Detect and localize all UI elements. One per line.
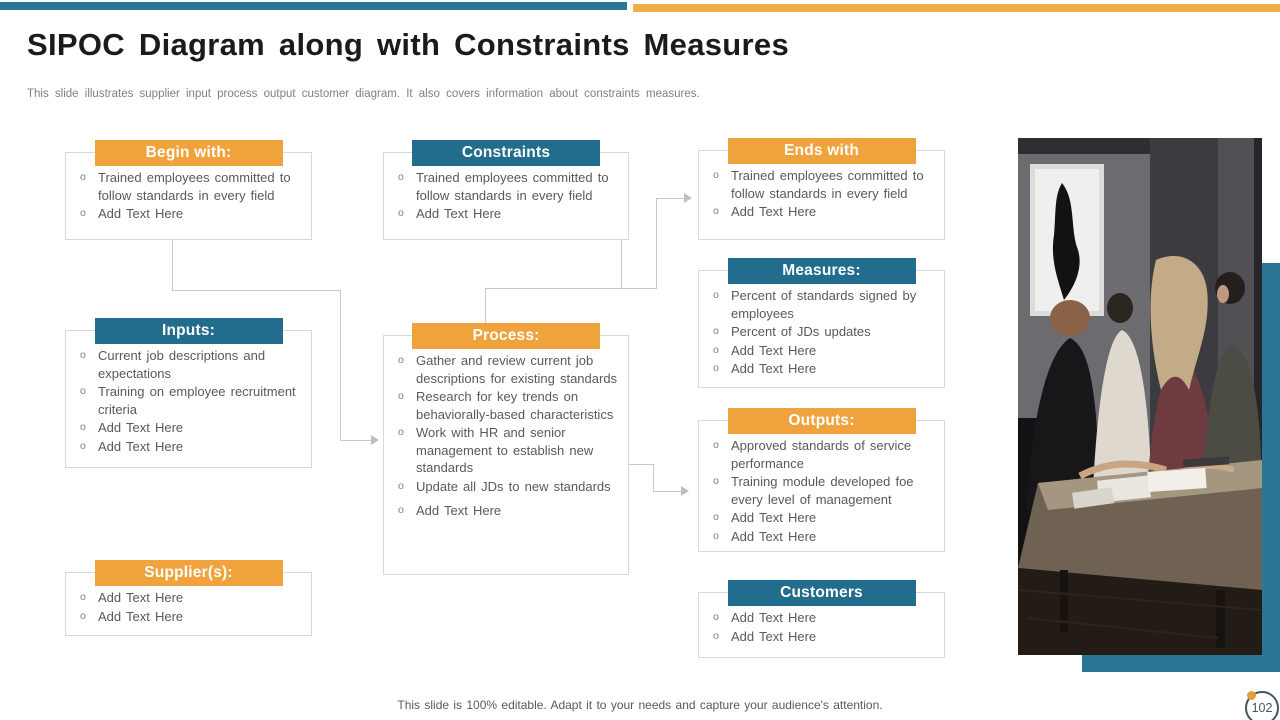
box-customers-list: Add Text HereAdd Text Here xyxy=(699,593,944,645)
box-outputs-list: Approved standards of service performanc… xyxy=(699,421,944,545)
list-item: Add Text Here xyxy=(712,609,939,627)
list-item: Trained employees committed to follow st… xyxy=(79,169,306,204)
list-item: Add Text Here xyxy=(79,438,306,456)
list-item: Percent of standards signed by employees xyxy=(712,287,939,322)
page-number-dot xyxy=(1247,691,1256,700)
arrowhead-into-ends-with xyxy=(684,193,692,203)
list-item: Training module developed foe every leve… xyxy=(712,473,939,508)
box-customers-header: Customers xyxy=(727,580,916,606)
list-item: Current job descriptions and expectation… xyxy=(79,347,306,382)
box-customers: Customers Add Text HereAdd Text Here xyxy=(698,580,945,658)
box-inputs-list: Current job descriptions and expectation… xyxy=(66,331,311,455)
box-process-list: Gather and review current job descriptio… xyxy=(384,336,628,520)
box-begin-with-header: Begin with: xyxy=(94,140,283,166)
box-outputs: Outputs: Approved standards of service p… xyxy=(698,408,945,552)
box-ends-with: Ends with Trained employees committed to… xyxy=(698,138,945,240)
box-measures: Measures: Percent of standards signed by… xyxy=(698,258,945,388)
list-item: Approved standards of service performanc… xyxy=(712,437,939,472)
box-process: Process: Gather and review current job d… xyxy=(383,323,629,575)
footer-note: This slide is 100% editable. Adapt it to… xyxy=(397,698,883,712)
list-item: Add Text Here xyxy=(397,502,623,520)
list-item: Work with HR and senior management to es… xyxy=(397,424,623,477)
connector-process-to-outputs xyxy=(653,491,681,492)
page-title: SIPOC Diagram along with Constraints Mea… xyxy=(27,27,789,62)
connector-trunk-to-ends-with xyxy=(656,198,657,289)
box-suppliers-header: Supplier(s): xyxy=(94,560,283,586)
list-item: Add Text Here xyxy=(397,205,623,223)
list-item: Trained employees committed to follow st… xyxy=(712,167,939,202)
box-ends-with-list: Trained employees committed to follow st… xyxy=(699,151,944,221)
arrowhead-into-outputs xyxy=(681,486,689,496)
top-accent-bar-orange xyxy=(633,4,1280,12)
box-constraints-list: Trained employees committed to follow st… xyxy=(384,153,628,223)
list-item: Add Text Here xyxy=(79,589,306,607)
list-item: Percent of JDs updates xyxy=(712,323,939,341)
list-item: Gather and review current job descriptio… xyxy=(397,352,623,387)
connector-trunk-to-ends-with xyxy=(656,198,684,199)
box-suppliers-list: Add Text HereAdd Text Here xyxy=(66,573,311,625)
connector-constraints-trunk xyxy=(621,240,622,289)
connector-begin-to-process xyxy=(172,290,341,291)
list-item: Add Text Here xyxy=(712,342,939,360)
office-team-photo-illustration xyxy=(1018,138,1262,655)
box-suppliers: Supplier(s): Add Text HereAdd Text Here xyxy=(65,560,312,636)
box-process-header: Process: xyxy=(412,323,600,349)
connector-trunk-to-process xyxy=(485,288,486,325)
office-team-photo xyxy=(1018,138,1262,655)
list-item: Add Text Here xyxy=(79,205,306,223)
box-inputs: Inputs: Current job descriptions and exp… xyxy=(65,318,312,468)
box-outputs-header: Outputs: xyxy=(727,408,916,434)
list-item: Trained employees committed to follow st… xyxy=(397,169,623,204)
box-constraints: Constraints Trained employees committed … xyxy=(383,140,629,240)
connector-begin-to-process xyxy=(340,440,373,441)
list-item: Research for key trends on behaviorally-… xyxy=(397,388,623,423)
box-inputs-header: Inputs: xyxy=(94,318,283,344)
connector-process-to-outputs xyxy=(627,464,654,465)
page-subtitle: This slide illustrates supplier input pr… xyxy=(27,88,700,100)
list-item: Add Text Here xyxy=(712,628,939,646)
list-item: Add Text Here xyxy=(712,203,939,221)
top-accent-bar-teal xyxy=(0,2,627,10)
box-measures-list: Percent of standards signed by employees… xyxy=(699,271,944,378)
box-begin-with-list: Trained employees committed to follow st… xyxy=(66,153,311,223)
connector-process-to-outputs xyxy=(653,464,654,492)
connector-begin-to-process xyxy=(172,238,173,290)
list-item: Add Text Here xyxy=(79,419,306,437)
list-item: Add Text Here xyxy=(79,608,306,626)
connector-constraints-trunk xyxy=(485,288,657,289)
list-item: Add Text Here xyxy=(712,360,939,378)
list-item: Training on employee recruitment criteri… xyxy=(79,383,306,418)
page-number-badge: 102 xyxy=(1245,691,1279,720)
box-begin-with: Begin with: Trained employees committed … xyxy=(65,140,312,240)
list-item: Add Text Here xyxy=(712,509,939,527)
box-measures-header: Measures: xyxy=(727,258,916,284)
list-item: Add Text Here xyxy=(712,528,939,546)
list-item: Update all JDs to new standards xyxy=(397,478,623,496)
box-constraints-header: Constraints xyxy=(412,140,600,166)
box-ends-with-header: Ends with xyxy=(727,138,916,164)
connector-begin-to-process xyxy=(340,290,341,440)
arrowhead-into-process xyxy=(371,435,379,445)
